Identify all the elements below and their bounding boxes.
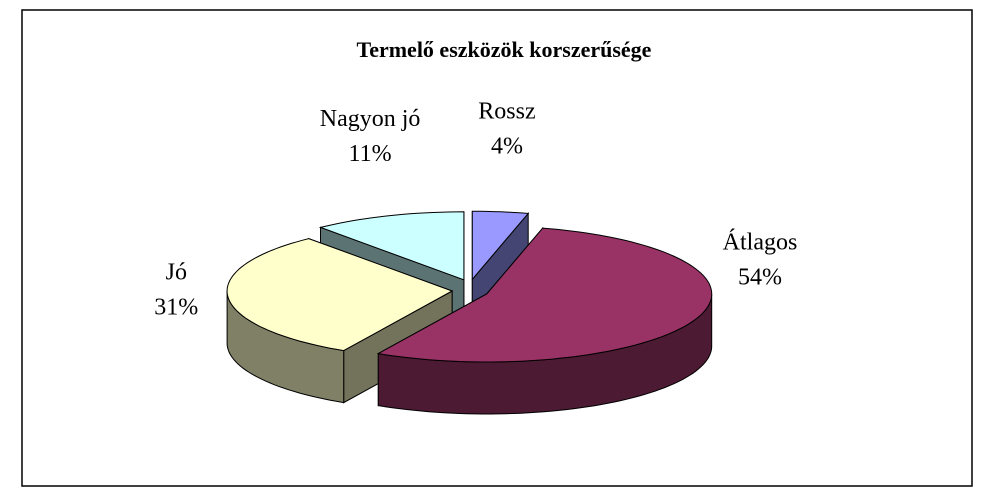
data-label-name: Jó [166, 259, 187, 285]
data-label-value: 31% [154, 294, 198, 320]
chart-title: Termelő eszközök korszerűsége [357, 37, 652, 62]
data-label-name: Nagyon jó [320, 106, 421, 132]
slice-top [318, 211, 465, 281]
slice-top [226, 238, 454, 352]
data-label-value: 54% [738, 265, 782, 291]
data-label-name: Rossz [478, 99, 535, 125]
pie-slice [226, 237, 454, 404]
data-label-value: 11% [349, 141, 392, 167]
pie-slice [376, 226, 713, 415]
slice-top [376, 227, 713, 363]
data-label-value: 4% [491, 134, 523, 160]
slice-top [471, 210, 530, 281]
data-label-name: Átlagos [723, 230, 798, 256]
